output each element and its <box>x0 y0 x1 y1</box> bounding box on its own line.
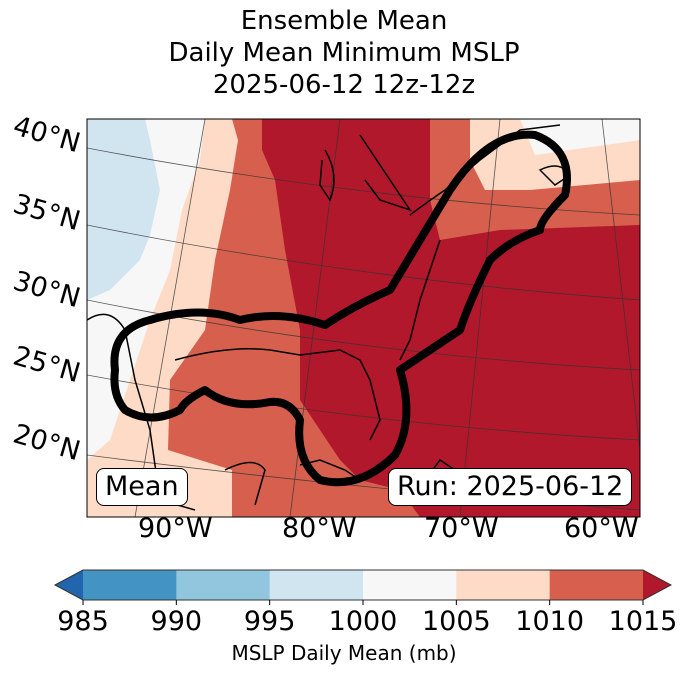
title-line-1: Ensemble Mean <box>240 6 448 36</box>
map-frame <box>86 118 641 518</box>
colorbar-segment <box>269 570 364 600</box>
colorbar-segment <box>83 570 177 600</box>
colorbar-tick-label: 990 <box>150 606 203 637</box>
lon-label-80w: 80°W <box>282 513 357 544</box>
title-line-2: Daily Mean Minimum MSLP <box>168 38 520 68</box>
colorbar-tick-label: 1015 <box>608 606 678 637</box>
colorbar-extend-low <box>55 570 83 600</box>
colorbar-tick-label: 985 <box>57 606 109 637</box>
colorbar-segment <box>549 570 644 600</box>
colorbar-extend-high <box>643 570 671 600</box>
mslp-field <box>87 119 640 517</box>
colorbar-tick-label: 1010 <box>515 606 585 637</box>
lon-label-70w: 70°W <box>424 513 499 544</box>
mean-label-box: Mean <box>96 468 188 506</box>
colorbar-tick-label: 1005 <box>421 606 491 637</box>
region-995-1000 <box>87 119 160 300</box>
colorbar-tick-label: 1000 <box>328 606 398 637</box>
colorbar-segment <box>456 570 551 600</box>
lon-label-90w: 90°W <box>138 513 213 544</box>
run-date-box: Run: 2025-06-12 <box>388 468 633 506</box>
colorbar-tick-label: 995 <box>243 606 296 637</box>
lon-label-60w: 60°W <box>564 513 639 544</box>
colorbar-segment <box>176 570 271 600</box>
title-line-3: 2025-06-12 12z-12z <box>212 70 476 100</box>
colorbar-label: MSLP Daily Mean (mb) <box>231 641 457 665</box>
colorbar-segment <box>363 570 457 600</box>
mslp-contour <box>110 130 571 487</box>
